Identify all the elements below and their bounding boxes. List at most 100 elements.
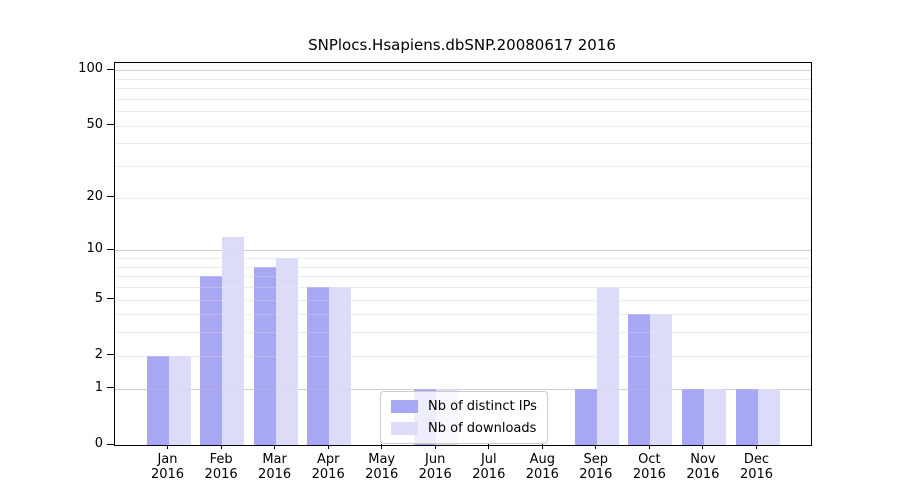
x-tick: [595, 444, 597, 449]
x-tick-label-year: 2016: [418, 467, 452, 482]
x-tick: [541, 444, 543, 449]
bar-downloads: [703, 388, 726, 445]
bar-downloads: [222, 236, 245, 445]
y-tick-label: 2: [94, 346, 103, 362]
x-tick-label-year: 2016: [204, 467, 238, 482]
gridline-minor: [115, 287, 811, 288]
y-tick-label: 20: [86, 188, 103, 204]
bar-downloads: [168, 355, 191, 445]
x-tick-label-year: 2016: [150, 467, 185, 482]
gridline-minor: [115, 197, 811, 199]
gridline-minor: [115, 299, 811, 301]
gridline-minor: [115, 125, 811, 127]
x-tick: [648, 444, 650, 449]
x-tick: [702, 444, 704, 449]
bar-distinct-ips: [146, 355, 169, 445]
y-tick-label: 50: [86, 116, 103, 132]
y-tick-label: 0: [94, 436, 103, 451]
x-tick-label: Jul 2016: [472, 452, 505, 482]
x-tick-label-year: 2016: [579, 467, 613, 482]
gridline-minor: [115, 276, 811, 278]
x-tick-label-month: Aug: [529, 452, 555, 467]
x-tick-label: Sep 2016: [579, 452, 612, 482]
x-tick: [327, 444, 329, 449]
legend-entry-distinct-ips: Nb of distinct IPs: [391, 399, 537, 414]
x-tick-label-month: Apr: [316, 452, 340, 467]
x-tick: [274, 444, 276, 449]
x-tick-label: Feb 2016: [205, 452, 238, 482]
x-tick-label: Dec 2016: [740, 452, 773, 482]
bar-layer: [115, 63, 811, 445]
x-tick: [381, 444, 383, 449]
x-tick: [488, 444, 490, 449]
y-tick-label: 1: [94, 379, 103, 395]
x-tick: [434, 444, 436, 449]
legend: Nb of distinct IPs Nb of downloads: [380, 391, 548, 444]
bar-distinct-ips: [735, 388, 758, 445]
x-tick-label-year: 2016: [472, 467, 506, 482]
gridline-minor: [115, 314, 811, 316]
gridline-minor: [115, 98, 811, 100]
gridline-minor: [115, 88, 811, 90]
y-tick: [107, 443, 114, 445]
x-tick-label-month: Mar: [262, 452, 287, 467]
gridline-minor: [115, 111, 811, 113]
x-tick: [220, 444, 222, 449]
bar-downloads: [275, 258, 298, 445]
gridline-major: [115, 70, 811, 72]
x-tick-label: Aug 2016: [526, 452, 559, 482]
x-tick: [167, 444, 168, 449]
gridline-minor: [115, 78, 811, 80]
bar-distinct-ips: [200, 276, 223, 445]
legend-label-distinct-ips: Nb of distinct IPs: [428, 399, 537, 414]
plot-area: Nb of distinct IPs Nb of downloads: [114, 62, 812, 446]
bar-distinct-ips: [307, 287, 330, 445]
legend-entry-downloads: Nb of downloads: [391, 421, 537, 436]
legend-swatch-downloads-icon: [391, 422, 418, 435]
x-tick-label-month: Jan: [157, 452, 178, 467]
chart-title: SNPlocs.Hsapiens.dbSNP.20080617 2016: [308, 36, 616, 54]
x-tick-label: Oct 2016: [633, 452, 666, 482]
x-tick-label-year: 2016: [365, 467, 399, 482]
x-tick-label-year: 2016: [739, 467, 774, 482]
x-tick-label-month: Jul: [480, 452, 497, 467]
gridline-major: [115, 250, 811, 252]
gridline-minor: [115, 166, 811, 168]
bar-distinct-ips: [628, 314, 651, 445]
x-tick-label-month: Sep: [583, 452, 609, 467]
y-tick: [107, 124, 114, 126]
x-tick-label-month: Oct: [638, 452, 661, 467]
bar-downloads: [596, 287, 619, 445]
x-tick-label-month: May: [368, 452, 396, 467]
x-tick-label: Jun 2016: [419, 452, 452, 482]
x-tick-label: Jan 2016: [151, 452, 184, 482]
bar-distinct-ips: [574, 388, 597, 445]
x-tick-label-year: 2016: [311, 467, 345, 482]
x-tick-label-year: 2016: [258, 467, 292, 482]
y-tick-label: 10: [86, 241, 103, 257]
legend-label-downloads: Nb of downloads: [428, 421, 537, 436]
gridline-major: [115, 388, 811, 390]
gridline-minor: [115, 258, 811, 259]
gridline-minor: [115, 266, 811, 268]
y-tick: [107, 68, 114, 70]
y-tick: [107, 354, 114, 356]
x-tick-label-month: Dec: [743, 452, 770, 467]
gridline-minor: [115, 355, 811, 357]
y-tick: [107, 298, 114, 299]
bar-distinct-ips: [681, 388, 704, 445]
x-tick: [756, 444, 757, 449]
x-tick-label: Apr 2016: [312, 452, 345, 482]
y-tick: [107, 248, 114, 250]
y-tick: [107, 387, 114, 389]
x-tick-label-month: Feb: [209, 452, 233, 467]
y-tick-label: 100: [78, 61, 103, 77]
y-tick-label: 5: [94, 290, 103, 306]
x-tick-label-year: 2016: [632, 467, 666, 482]
x-tick-label-year: 2016: [686, 467, 720, 482]
y-tick: [107, 196, 114, 198]
bar-distinct-ips: [253, 266, 276, 445]
bar-downloads: [757, 388, 780, 445]
x-tick-label-month: Nov: [690, 452, 716, 467]
